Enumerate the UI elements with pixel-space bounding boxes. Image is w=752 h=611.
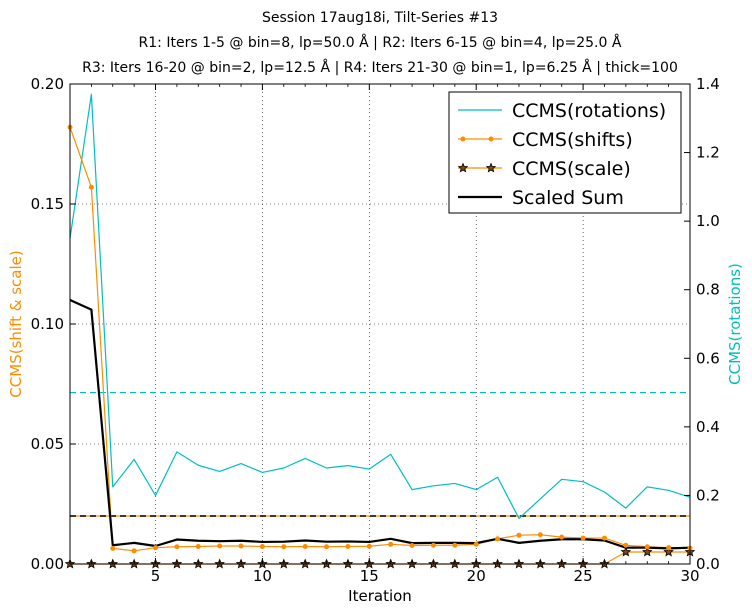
y-tick-label-right-1.0: 1.0 — [696, 212, 720, 230]
x-axis-label: Iteration — [348, 587, 412, 605]
y-tick-label-left-0.10: 0.10 — [31, 315, 64, 333]
legend-label-shifts: CCMS(shifts) — [512, 129, 633, 151]
x-tick-label-10: 10 — [253, 567, 272, 585]
y-axis-label-left: CCMS(shift & scale) — [7, 250, 25, 397]
x-tick-label-15: 15 — [360, 567, 379, 585]
legend-marker-shifts-1 — [460, 136, 466, 142]
y-tick-label-left-0.00: 0.00 — [31, 555, 64, 573]
reference-lines — [70, 391, 690, 517]
shifts-point-6 — [174, 544, 180, 550]
shifts-point-24 — [559, 534, 565, 540]
shifts-point-15 — [366, 543, 372, 549]
shifts-point-28 — [644, 544, 650, 550]
shifts-point-22 — [516, 532, 522, 538]
shifts-point-20 — [473, 541, 479, 547]
shifts-point-5 — [153, 545, 159, 551]
y-tick-label-right-0.2: 0.2 — [696, 486, 720, 504]
x-tick-label-5: 5 — [151, 567, 161, 585]
shifts-point-13 — [324, 544, 330, 550]
chart-title-line-3: R3: Iters 16-20 @ bin=2, lp=12.5 Å | R4:… — [82, 59, 678, 76]
y-tick-label-right-0.6: 0.6 — [696, 349, 720, 367]
shifts-point-9 — [238, 543, 244, 549]
y-tick-label-right-1.4: 1.4 — [696, 75, 720, 93]
chart-title-line-1: Session 17aug18i, Tilt-Series #13 — [262, 10, 498, 26]
y-tick-label-left-0.20: 0.20 — [31, 75, 64, 93]
legend-marker-scale-2 — [485, 162, 497, 173]
markers — [64, 124, 696, 569]
legend-marker-shifts-2 — [488, 136, 494, 142]
shifts-point-2 — [88, 184, 94, 190]
y-tick-label-right-1.2: 1.2 — [696, 144, 720, 162]
shifts-point-29 — [666, 545, 672, 551]
shifts-point-19 — [452, 542, 458, 548]
y-axis-label-right: CCMS(rotations) — [726, 263, 744, 385]
y-tick-label-right-0.8: 0.8 — [696, 281, 720, 299]
shifts-point-8 — [217, 543, 223, 549]
y-tick-label-right-0.4: 0.4 — [696, 418, 720, 436]
chart-title-line-2: R1: Iters 1-5 @ bin=8, lp=50.0 Å | R2: I… — [139, 34, 622, 51]
shifts-point-14 — [345, 543, 351, 549]
shifts-point-18 — [430, 542, 436, 548]
legend: CCMS(rotations) CCMS(shifts) CCMS(scale)… — [448, 91, 682, 214]
legend-label-scale: CCMS(scale) — [512, 158, 631, 180]
y-tick-label-right-0.0: 0.0 — [696, 555, 720, 573]
legend-marker-scale-1 — [457, 162, 469, 173]
shifts-point-10 — [259, 543, 265, 549]
shifts-point-25 — [580, 535, 586, 541]
series-line-0 — [69, 93, 691, 520]
legend-box — [448, 91, 682, 214]
scale-point-29 — [663, 546, 674, 557]
x-tick-label-25: 25 — [574, 567, 593, 585]
shifts-point-12 — [302, 543, 308, 549]
shifts-point-7 — [195, 543, 201, 549]
series-line-3 — [69, 298, 691, 550]
shifts-point-16 — [388, 541, 394, 547]
shifts-point-3 — [110, 545, 116, 551]
shifts-point-4 — [131, 548, 137, 554]
y-tick-label-left-0.05: 0.05 — [31, 435, 64, 453]
ticks: 5 10 15 20 25 30 0.00 0.05 0.10 0.15 0.20 0.0 0.2 0.4… — [31, 75, 720, 585]
shifts-point-27 — [623, 542, 629, 548]
shifts-point-11 — [281, 544, 287, 550]
shifts-point-21 — [495, 536, 501, 542]
scale-point-28 — [641, 546, 653, 557]
x-tick-label-30: 30 — [680, 567, 699, 585]
series-line-1 — [69, 126, 691, 552]
legend-label-rotations: CCMS(rotations) — [512, 100, 666, 122]
y-tick-label-left-0.15: 0.15 — [31, 195, 64, 213]
legend-label-sum: Scaled Sum — [512, 187, 624, 209]
shifts-point-17 — [409, 543, 415, 549]
shifts-point-26 — [601, 535, 607, 541]
x-tick-label-20: 20 — [467, 567, 486, 585]
scale-point-27 — [620, 546, 632, 557]
shifts-point-23 — [537, 532, 543, 538]
